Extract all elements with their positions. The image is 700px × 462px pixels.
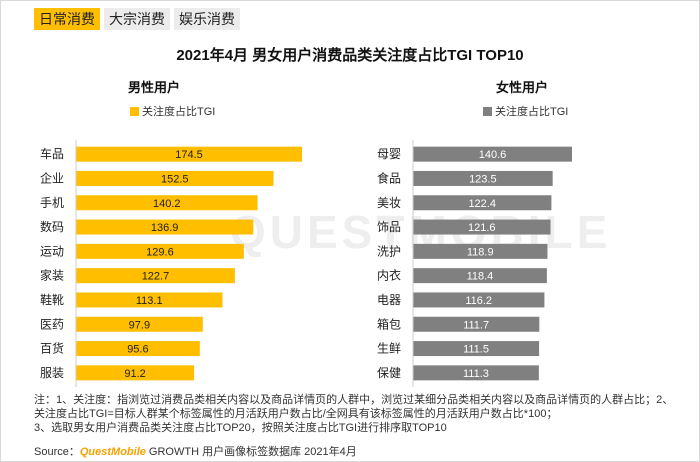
female-category-label-2: 食品 bbox=[377, 170, 401, 185]
female-value-label-6: 118.4 bbox=[467, 271, 494, 283]
male-value-label-7: 113.1 bbox=[136, 295, 163, 307]
female-bar-7 bbox=[413, 292, 545, 308]
tab-entertainment[interactable]: 娱乐消费 bbox=[174, 8, 240, 30]
female-category-label-7: 电器 bbox=[377, 293, 401, 307]
male-legend-label: 关注度占比TGI bbox=[142, 106, 216, 118]
male-panel-title: 男性用户 bbox=[128, 80, 181, 95]
female-value-label-5: 118.9 bbox=[467, 246, 494, 258]
female-bar-10 bbox=[413, 365, 539, 381]
female-bar-5 bbox=[413, 243, 548, 259]
source-line: Source：QuestMobile GROWTH 用户画像标签数据库 2021… bbox=[34, 443, 357, 459]
female-value-label-10: 111.3 bbox=[463, 368, 489, 380]
male-category-label-8: 医药 bbox=[40, 317, 64, 331]
male-bar-8 bbox=[76, 316, 203, 332]
female-category-label-10: 保健 bbox=[377, 366, 401, 380]
male-legend-swatch bbox=[130, 106, 139, 116]
footnote-line-2: 3、选取男女用户消费品类关注度占比TOP20，按照关注度占比TGI进行排序取TO… bbox=[34, 422, 447, 434]
male-category-label-10: 服装 bbox=[40, 366, 64, 380]
source-suffix: GROWTH 用户画像标签数据库 2021年4月 bbox=[145, 446, 357, 458]
male-bar-2 bbox=[76, 170, 274, 186]
female-category-label-5: 洗护 bbox=[377, 244, 401, 258]
female-value-label-3: 122.4 bbox=[468, 198, 496, 210]
female-category-label-8: 箱包 bbox=[377, 316, 401, 331]
chart-title: 2021年4月 男女用户消费品类关注度占比TGI TOP10 bbox=[176, 47, 524, 64]
female-bar-2 bbox=[413, 170, 553, 186]
male-value-label-4: 136.9 bbox=[151, 222, 179, 234]
male-value-label-6: 122.7 bbox=[142, 271, 170, 283]
female-bar-9 bbox=[413, 341, 540, 357]
male-category-label-9: 百货 bbox=[40, 341, 64, 356]
female-value-label-8: 111.7 bbox=[463, 319, 489, 331]
male-bar-10 bbox=[76, 365, 195, 381]
male-category-label-4: 数码 bbox=[40, 219, 64, 234]
category-tabs: 日常消费 大宗消费 娱乐消费 bbox=[34, 8, 240, 30]
male-value-label-8: 97.9 bbox=[129, 319, 150, 331]
female-category-label-4: 饰品 bbox=[377, 220, 401, 234]
footnote-line-1: 注：1、关注度：指浏览过消费品类相关内容以及商品详情页的人群中，浏览过某细分品类… bbox=[34, 394, 674, 420]
female-legend-label: 关注度占比TGI bbox=[495, 106, 569, 118]
male-value-label-1: 174.5 bbox=[175, 149, 203, 161]
male-bar-3 bbox=[76, 195, 258, 211]
female-legend: 关注度占比TGI bbox=[483, 103, 568, 119]
female-bar-6 bbox=[413, 268, 547, 284]
female-value-label-4: 121.6 bbox=[468, 222, 496, 234]
male-value-label-2: 152.5 bbox=[161, 173, 189, 185]
female-bar-3 bbox=[413, 195, 552, 211]
male-category-label-7: 鞋靴 bbox=[40, 292, 64, 307]
female-value-label-7: 116.2 bbox=[465, 295, 492, 307]
female-bar-8 bbox=[413, 316, 540, 332]
female-category-label-9: 生鲜 bbox=[377, 342, 401, 356]
male-bar-6 bbox=[76, 268, 235, 284]
male-value-label-3: 140.2 bbox=[153, 198, 181, 210]
male-category-label-1: 车品 bbox=[40, 146, 64, 161]
male-bar-5 bbox=[76, 243, 244, 259]
male-bar-4 bbox=[76, 219, 254, 235]
source-brand: QuestMobile bbox=[79, 446, 146, 458]
male-category-label-6: 家装 bbox=[40, 268, 64, 283]
female-category-label-1: 母婴 bbox=[377, 147, 401, 161]
male-bar-9 bbox=[76, 341, 200, 357]
male-value-label-10: 91.2 bbox=[124, 368, 145, 380]
female-value-label-2: 123.5 bbox=[469, 173, 497, 185]
footnotes: 注：1、关注度：指浏览过消费品类相关内容以及商品详情页的人群中，浏览过某细分品类… bbox=[34, 393, 674, 435]
female-value-label-1: 140.6 bbox=[479, 149, 507, 161]
male-bar-1 bbox=[76, 146, 302, 162]
male-value-label-5: 129.6 bbox=[146, 246, 174, 258]
male-legend: 关注度占比TGI bbox=[130, 103, 215, 119]
female-bar-4 bbox=[413, 219, 551, 235]
female-legend-swatch bbox=[483, 106, 492, 116]
male-category-label-5: 运动 bbox=[40, 244, 64, 258]
male-category-label-3: 手机 bbox=[40, 196, 64, 210]
female-category-label-6: 内衣 bbox=[377, 268, 401, 283]
tab-daily[interactable]: 日常消费 bbox=[34, 8, 100, 30]
female-value-label-9: 111.5 bbox=[463, 344, 489, 356]
female-category-label-3: 美妆 bbox=[377, 196, 401, 210]
female-panel-title: 女性用户 bbox=[496, 80, 549, 95]
tab-bulk[interactable]: 大宗消费 bbox=[104, 8, 170, 30]
male-category-label-2: 企业 bbox=[40, 170, 64, 185]
female-bar-1 bbox=[413, 146, 572, 162]
male-value-label-9: 95.6 bbox=[127, 344, 148, 356]
source-prefix: Source： bbox=[34, 446, 80, 458]
male-bar-7 bbox=[76, 292, 223, 308]
